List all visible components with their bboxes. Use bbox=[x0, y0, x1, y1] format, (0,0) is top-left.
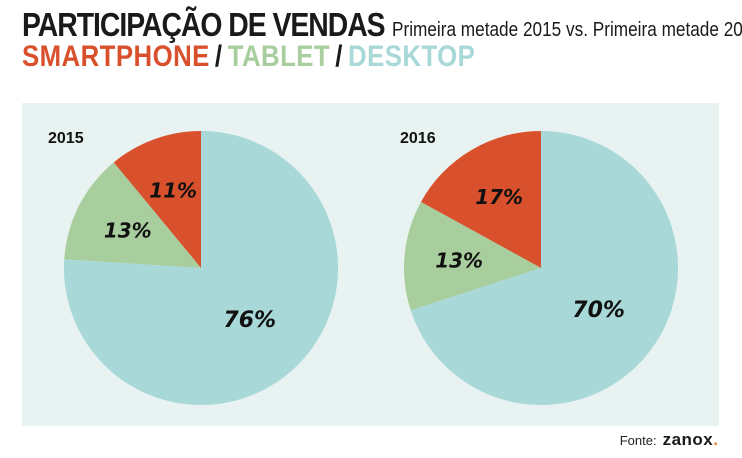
legend-smartphone: SMARTPHONE bbox=[22, 40, 210, 73]
pie-charts: 11% 13% 76% 2015 17% 13% 70% 2016 bbox=[48, 130, 679, 405]
chart-panel: 11% 13% 76% 2015 17% 13% 70% 2016 bbox=[22, 103, 719, 426]
pie-2016-slice-tablet bbox=[404, 201, 541, 311]
chart-title: PARTICIPAÇÃO DE VENDAS bbox=[22, 6, 386, 43]
pie-2016-label-desktop: 70% bbox=[572, 298, 625, 323]
pie-2015-label-tablet: 13% bbox=[104, 219, 152, 243]
pie-title-2016: 2016 bbox=[400, 130, 436, 147]
pie-2015-slice-desktop bbox=[64, 131, 338, 405]
pie-2016-label-smartphone: 17% bbox=[475, 185, 523, 209]
pie-2015-slice-smartphone bbox=[113, 131, 201, 268]
legend-tablet: TABLET bbox=[227, 40, 331, 73]
legend-separator: / bbox=[335, 40, 343, 73]
chart-subtitle: Primeira metade 2015 vs. Primeira metade… bbox=[391, 19, 742, 41]
legend-separator: / bbox=[214, 40, 223, 73]
title-line: PARTICIPAÇÃO DE VENDAS Primeira metade 2… bbox=[22, 6, 742, 44]
chart-header: PARTICIPAÇÃO DE VENDAS Primeira metade 2… bbox=[22, 6, 742, 74]
legend-desktop: DESKTOP bbox=[348, 40, 476, 73]
source-credit: Fonte: zanox. bbox=[620, 430, 718, 450]
pie-2016-slice-smartphone bbox=[420, 131, 541, 268]
pie-2016-slice-desktop bbox=[410, 131, 679, 405]
pie-2015-slice-tablet bbox=[64, 162, 201, 268]
source-label: Fonte: bbox=[619, 432, 657, 448]
pie-title-2015: 2015 bbox=[48, 130, 84, 147]
zanox-logo-dot: . bbox=[713, 430, 718, 449]
pie-2016-label-tablet: 13% bbox=[435, 248, 483, 272]
zanox-logo: zanox bbox=[662, 430, 714, 449]
pie-2015-label-desktop: 76% bbox=[223, 308, 276, 333]
legend: SMARTPHONE / TABLET / DESKTOP bbox=[22, 40, 475, 74]
pie-2015-label-smartphone: 11% bbox=[149, 179, 197, 203]
